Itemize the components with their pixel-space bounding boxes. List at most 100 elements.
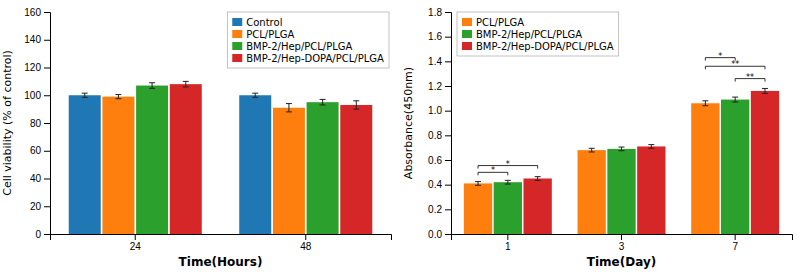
panel: 0.0 0.2 0.4 0.6 0.8 1.0 1.2 1.4 1.6 1.8 1 3 7 Time(Da… <box>402 7 793 269</box>
tick-label: 140 <box>24 34 41 45</box>
bar <box>751 91 779 234</box>
y-axis: 020406080100120140160 <box>24 7 50 240</box>
significance-label: * <box>718 52 722 61</box>
tick: 1.6 <box>428 31 451 42</box>
legend: ControlPCL/PLGABMP-2/Hep/PCL/PLGABMP-2/H… <box>227 12 389 68</box>
tick-mark <box>735 234 736 240</box>
tick: 40 <box>30 173 50 184</box>
tick: 1.0 <box>428 105 451 116</box>
error-bar <box>648 145 654 149</box>
tick-mark <box>44 95 50 96</box>
significance-label: ** <box>746 73 754 82</box>
tick-label: 0.4 <box>428 179 442 190</box>
legend-swatch <box>232 54 242 62</box>
error-bar <box>82 93 88 97</box>
tick-label: 60 <box>30 145 42 156</box>
error-bar <box>535 177 541 181</box>
significance-label: * <box>506 160 510 169</box>
tick-label: 24 <box>130 241 142 252</box>
x-axis-title: Time(Hours) <box>179 255 263 269</box>
axis-line <box>51 235 392 241</box>
legend-swatch <box>462 18 472 26</box>
error-bar <box>762 88 768 93</box>
tick-mark <box>445 135 451 136</box>
bar <box>494 182 522 234</box>
tick: 140 <box>24 34 50 45</box>
tick-mark <box>44 40 50 41</box>
error-bar <box>183 81 189 87</box>
tick: 160 <box>24 7 50 18</box>
axis-line <box>452 235 793 241</box>
legend-swatch <box>232 18 242 26</box>
plot-area <box>464 58 779 234</box>
tick-label: 0.0 <box>428 229 442 240</box>
tick-label: 120 <box>24 62 41 73</box>
bar <box>170 84 202 234</box>
tick-label: 80 <box>30 118 42 129</box>
legend-item: BMP-2/Hep-DOPA/PCL/PLGA <box>232 53 384 64</box>
legend-item: PCL/PLGA <box>462 17 524 28</box>
tick-mark <box>507 234 508 240</box>
tick: 0.6 <box>428 155 451 166</box>
tick-mark <box>305 234 306 240</box>
legend-frame <box>227 12 389 68</box>
tick-label: 3 <box>619 241 625 252</box>
significance-label: ** <box>731 60 739 69</box>
bar <box>102 97 134 234</box>
legend-label: BMP-2/Hep/PCL/PLGA <box>246 41 352 52</box>
tick-label: 7 <box>732 241 738 252</box>
error-bar <box>286 104 292 112</box>
tick-label: 1.0 <box>428 105 442 116</box>
error-bar <box>252 93 258 97</box>
tick: 1.4 <box>428 56 451 67</box>
legend-swatch <box>462 42 472 50</box>
legend-swatch <box>232 42 242 50</box>
tick-label: 0.6 <box>428 155 442 166</box>
significance-label: * <box>491 166 495 175</box>
tick-mark <box>135 234 136 240</box>
tick-label: 1.6 <box>428 31 442 42</box>
legend-label: BMP-2/Hep-DOPA/PCL/PLGA <box>476 41 614 52</box>
tick-mark <box>445 111 451 112</box>
y-axis-title: Cell viability (% of control) <box>1 50 14 196</box>
tick-mark <box>445 61 451 62</box>
tick-label: 0.8 <box>428 130 442 141</box>
axis-line <box>44 13 51 235</box>
legend-label: PCL/PLGA <box>476 17 524 28</box>
tick: 20 <box>30 201 50 212</box>
error-bar <box>589 148 595 152</box>
tick-mark <box>44 123 50 124</box>
bar <box>464 183 492 234</box>
axis-line <box>445 13 452 235</box>
tick-label: 0.2 <box>428 204 442 215</box>
tick: 0.4 <box>428 179 451 190</box>
tick-label: 1.4 <box>428 56 442 67</box>
tick-mark <box>44 206 50 207</box>
plot-area <box>69 81 373 234</box>
bar <box>340 105 372 234</box>
error-bar <box>475 182 481 186</box>
bar <box>578 150 606 234</box>
tick-mark <box>445 234 451 235</box>
y-axis-title: Absorbance(450nm) <box>402 67 415 179</box>
tick: 1.8 <box>428 7 451 18</box>
tick-label: 1.8 <box>428 7 442 18</box>
bar <box>69 95 101 234</box>
tick: 1 <box>505 234 511 252</box>
error-bar <box>732 97 738 102</box>
x-axis-title: Time(Day) <box>587 255 656 269</box>
bar <box>637 146 665 234</box>
tick-mark <box>445 37 451 38</box>
tick: 1.2 <box>428 81 451 92</box>
error-bar <box>149 83 155 89</box>
bar <box>239 95 271 234</box>
tick-label: 1 <box>505 241 511 252</box>
tick: 100 <box>24 90 50 101</box>
error-bar <box>353 101 359 109</box>
panel: 0204060801001201401602448Time(Hours)Cell… <box>1 7 392 269</box>
legend-swatch <box>462 30 472 38</box>
tick-label: 100 <box>24 90 41 101</box>
figure: 0204060801001201401602448Time(Hours)Cell… <box>0 0 802 272</box>
bar <box>307 102 339 234</box>
tick-mark <box>44 179 50 180</box>
